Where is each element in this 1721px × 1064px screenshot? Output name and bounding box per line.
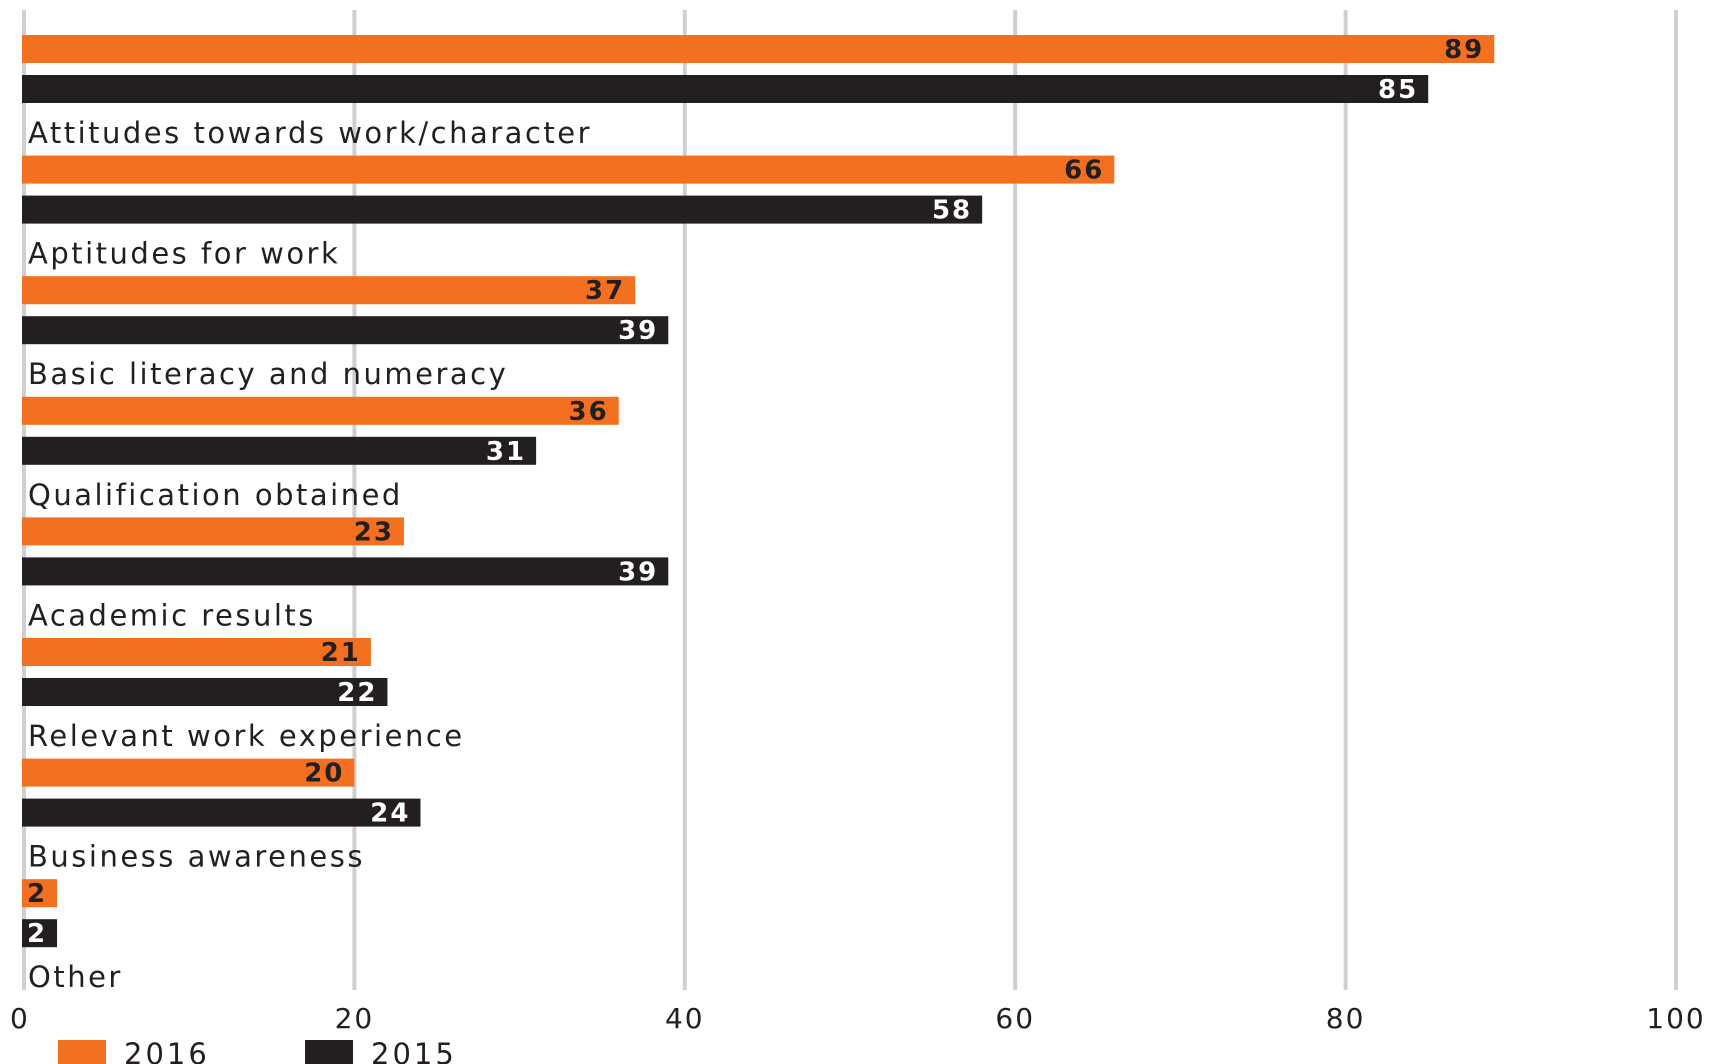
data-label-2016-3: 36 <box>569 397 609 427</box>
data-label-2016-6: 20 <box>304 759 344 789</box>
data-label-2015-6: 24 <box>370 799 410 829</box>
category-label-2: Basic literacy and numeracy <box>28 357 508 391</box>
data-label-2015-7: 2 <box>27 919 47 949</box>
bar-2015-3 <box>22 436 537 465</box>
data-label-2015-3: 31 <box>486 437 526 467</box>
x-tick-label-0: 0 <box>10 1002 30 1035</box>
x-tick-label-40: 40 <box>665 1002 705 1035</box>
bar-2016-2 <box>22 276 636 305</box>
data-label-2016-7: 2 <box>27 879 47 909</box>
category-label-6: Business awareness <box>28 840 365 874</box>
bar-2015-4 <box>22 557 669 586</box>
data-label-2015-1: 58 <box>932 196 972 226</box>
category-label-3: Qualification obtained <box>28 478 403 512</box>
bar-2016-5 <box>22 638 371 666</box>
x-tick-label-20: 20 <box>335 1002 375 1035</box>
x-tick-label-80: 80 <box>1326 1002 1366 1035</box>
bar-2015-0 <box>22 75 1429 103</box>
data-label-2015-5: 22 <box>337 678 377 708</box>
bar-2015-5 <box>22 678 388 706</box>
x-tick-label-100: 100 <box>1646 1002 1705 1035</box>
bar-2016-7 <box>22 879 58 908</box>
bar-2016-3 <box>22 396 619 425</box>
bar-2016-4 <box>22 517 404 546</box>
data-label-2015-2: 39 <box>618 316 658 346</box>
category-label-5: Relevant work experience <box>28 719 465 753</box>
category-label-4: Academic results <box>28 598 316 632</box>
bar-2015-1 <box>22 195 983 224</box>
bar-2016-6 <box>22 758 355 787</box>
legend-label-2016: 2016 <box>124 1037 210 1064</box>
data-label-2015-0: 85 <box>1378 75 1418 105</box>
data-label-2016-1: 66 <box>1064 156 1104 186</box>
legend-swatch-2016 <box>58 1040 106 1064</box>
bar-2015-6 <box>22 798 421 827</box>
data-label-2016-0: 89 <box>1444 35 1484 65</box>
category-label-0: Attitudes towards work/character <box>28 116 592 150</box>
bar-2015-2 <box>22 316 669 345</box>
legend-label-2015: 2015 <box>371 1037 457 1064</box>
category-label-7: Other <box>28 960 123 994</box>
category-labels: Attitudes towards work/character Aptitude… <box>28 116 592 994</box>
legend-swatch-2015 <box>305 1040 353 1064</box>
data-label-2016-4: 23 <box>354 517 394 547</box>
bar-2016-0 <box>22 35 1495 63</box>
data-label-2015-4: 39 <box>618 557 658 587</box>
legend: 2016 2015 <box>58 1037 457 1064</box>
bar-2015-7 <box>22 919 58 948</box>
category-label-1: Aptitudes for work <box>28 237 340 271</box>
x-tick-label-60: 60 <box>995 1002 1035 1035</box>
data-label-2016-2: 37 <box>585 276 625 306</box>
data-label-2016-5: 21 <box>321 638 361 668</box>
x-axis-ticks: 0 20 40 60 80 100 <box>10 1002 1705 1035</box>
bar-2016-1 <box>22 155 1115 184</box>
